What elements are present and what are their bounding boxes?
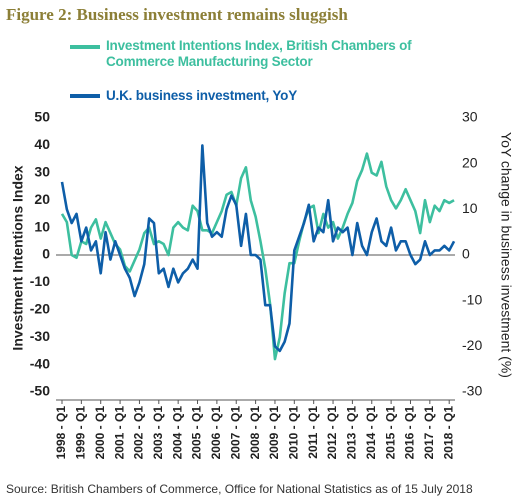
y-tick-label: 50 — [34, 109, 50, 125]
y-tick-label: 20 — [34, 191, 50, 207]
x-tick-label: 2009 - Q1 — [267, 406, 281, 460]
x-tick-label: 1998 - Q1 — [54, 406, 68, 460]
x-tick-label: 2018 - Q1 — [441, 406, 455, 460]
x-tick-label: 2005 - Q1 — [190, 406, 204, 460]
y2-tick-label: -10 — [462, 291, 482, 307]
x-tick-label: 2015 - Q1 — [383, 406, 397, 460]
legend-label: Investment Intentions Index, British Cha… — [106, 38, 412, 69]
y2-tick-label: 10 — [462, 200, 478, 216]
y-tick-label: -40 — [30, 355, 50, 371]
y-tick-label: 40 — [34, 136, 50, 152]
x-tick-label: 2012 - Q1 — [325, 406, 339, 460]
y-tick-label: -30 — [30, 328, 50, 344]
y-tick-label: -50 — [30, 383, 50, 399]
y-tick-label: 0 — [42, 246, 50, 262]
x-tick-label: 2001 - Q1 — [112, 406, 126, 460]
data-line — [60, 152, 455, 361]
x-tick-label: 2000 - Q1 — [93, 406, 107, 460]
legend-label: U.K. business investment, YoY — [106, 88, 298, 103]
y-tick-label: -10 — [30, 273, 50, 289]
y-axis-label: Investment Intentions Index — [10, 165, 26, 350]
x-tick-label: 2006 - Q1 — [209, 406, 223, 460]
y2-tick-label: 30 — [462, 109, 478, 125]
x-tick-label: 2007 - Q1 — [228, 406, 242, 460]
source-note: Source: British Chambers of Commerce, Of… — [6, 482, 473, 496]
y-tick-label: -20 — [30, 301, 50, 317]
y2-tick-label: -30 — [462, 383, 482, 399]
x-tick-label: 2004 - Q1 — [170, 406, 184, 460]
chart-title: Figure 2: Business investment remains sl… — [6, 5, 348, 24]
y2-tick-label: -20 — [462, 337, 482, 353]
data-line — [60, 144, 456, 353]
x-tick-label: 2010 - Q1 — [286, 406, 300, 460]
y-tick-label: 10 — [34, 218, 50, 234]
x-tick-label: 2017 - Q1 — [422, 406, 436, 460]
y2-axis-label: YoY change in business investment (%) — [498, 132, 514, 378]
x-tick-label: 2014 - Q1 — [364, 406, 378, 460]
x-tick-label: 2002 - Q1 — [132, 406, 146, 460]
x-tick-label: 2013 - Q1 — [345, 406, 359, 460]
x-tick-label: 1999 - Q1 — [74, 406, 88, 460]
x-tick-label: 2016 - Q1 — [403, 406, 417, 460]
x-tick-label: 2011 - Q1 — [306, 406, 320, 459]
y2-tick-label: 20 — [462, 154, 478, 170]
y-tick-label: 30 — [34, 164, 50, 180]
y2-tick-label: 0 — [462, 246, 470, 262]
x-tick-label: 2008 - Q1 — [248, 406, 262, 460]
x-tick-label: 2003 - Q1 — [151, 406, 165, 460]
